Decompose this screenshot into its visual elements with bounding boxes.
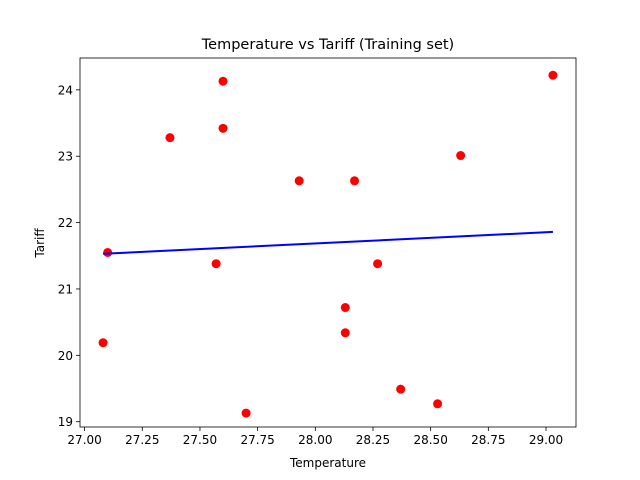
- y-tick-label: 20: [58, 349, 73, 363]
- data-point: [241, 408, 251, 418]
- y-tick-label: 21: [58, 282, 73, 296]
- data-point: [103, 247, 113, 257]
- data-point: [340, 303, 350, 313]
- x-tick-label: 28.50: [413, 433, 447, 447]
- x-tick-label: 28.25: [356, 433, 390, 447]
- data-point: [294, 176, 304, 186]
- plot-frame: [79, 57, 577, 428]
- regression-line: [103, 230, 553, 255]
- data-point: [373, 259, 383, 269]
- data-point: [218, 76, 228, 86]
- x-tick-label: 27.75: [240, 433, 274, 447]
- data-point: [433, 399, 443, 409]
- data-point: [396, 384, 406, 394]
- data-point: [548, 70, 558, 80]
- data-point: [211, 259, 221, 269]
- y-tick-label: 24: [58, 83, 73, 97]
- x-tick-label: 28.00: [298, 433, 332, 447]
- plot-area: 27.00 27.25 27.50 27.75 28.00 28.25 28.50 28.75…: [58, 57, 577, 447]
- data-point: [340, 328, 350, 338]
- x-tick-label: 29.00: [529, 433, 563, 447]
- y-tick-label: 22: [58, 216, 73, 230]
- x-axis-label: Temperature: [289, 456, 366, 470]
- data-point: [350, 176, 360, 186]
- chart-title: Temperature vs Tariff (Training set): [201, 37, 454, 53]
- x-tick-label: 27.25: [125, 433, 159, 447]
- data-point: [218, 123, 228, 133]
- data-point: [165, 133, 175, 143]
- x-tick-label: 28.75: [471, 433, 505, 447]
- data-point: [98, 338, 108, 348]
- x-tick-label: 27.50: [183, 433, 217, 447]
- y-axis-label: Tariff: [33, 228, 47, 259]
- y-tick-label: 19: [58, 415, 73, 429]
- y-tick-label: 23: [58, 150, 73, 164]
- x-tick-label: 27.00: [67, 433, 101, 447]
- data-point: [456, 151, 466, 161]
